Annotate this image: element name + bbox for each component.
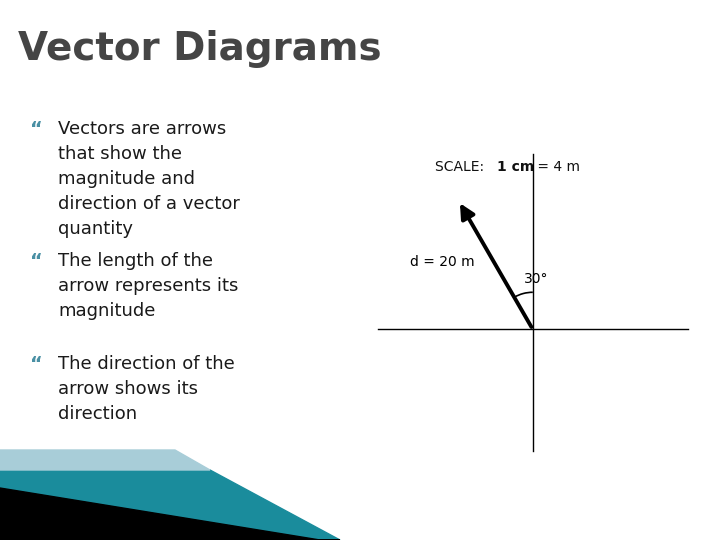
Text: “: “ bbox=[30, 355, 42, 374]
Text: 30°: 30° bbox=[523, 272, 548, 286]
Polygon shape bbox=[0, 488, 340, 540]
Text: Vectors are arrows
that show the
magnitude and
direction of a vector
quantity: Vectors are arrows that show the magnitu… bbox=[58, 120, 240, 238]
Text: Vector Diagrams: Vector Diagrams bbox=[18, 30, 382, 68]
Polygon shape bbox=[0, 470, 340, 540]
Polygon shape bbox=[0, 450, 210, 470]
Text: “: “ bbox=[30, 252, 42, 271]
Text: “: “ bbox=[30, 120, 42, 139]
Text: 1 cm: 1 cm bbox=[497, 160, 534, 174]
Text: SCALE:: SCALE: bbox=[435, 160, 493, 174]
Text: The length of the
arrow represents its
magnitude: The length of the arrow represents its m… bbox=[58, 252, 238, 320]
Text: The direction of the
arrow shows its
direction: The direction of the arrow shows its dir… bbox=[58, 355, 235, 423]
Text: = 4 m: = 4 m bbox=[533, 160, 580, 174]
Text: d = 20 m: d = 20 m bbox=[410, 255, 475, 269]
